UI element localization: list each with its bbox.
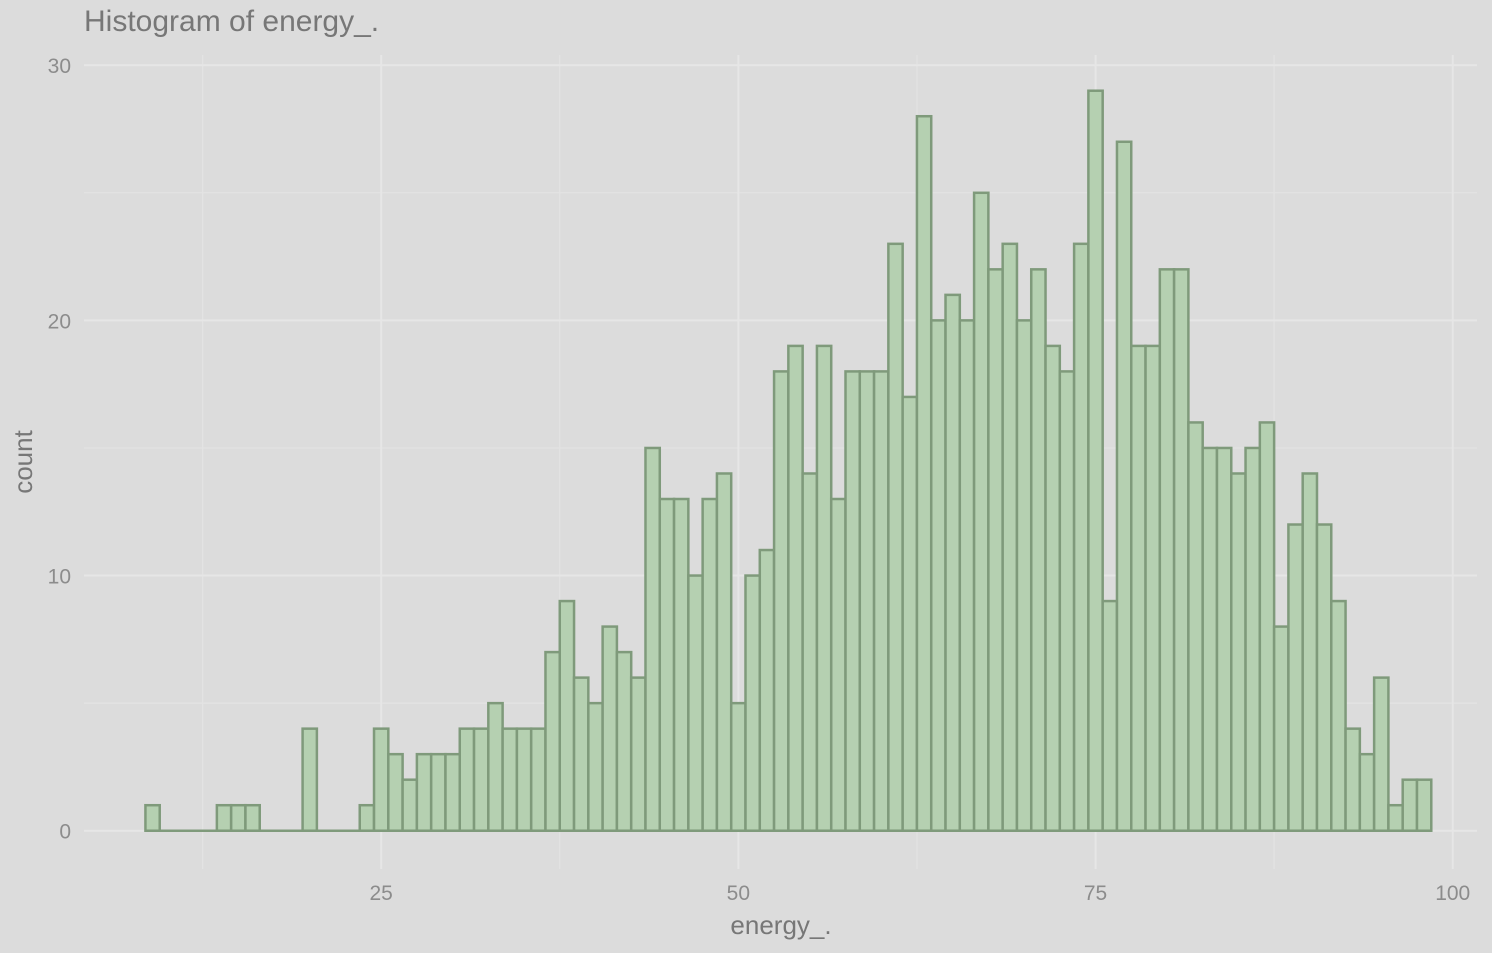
x-tick-label: 100	[1435, 882, 1470, 905]
histogram-bar	[815, 344, 833, 832]
histogram-bar	[644, 446, 662, 832]
histogram-bar	[358, 803, 376, 832]
histogram-bar	[558, 599, 576, 832]
histogram-bar	[887, 242, 904, 832]
histogram-bar	[715, 472, 733, 832]
histogram-bar	[1158, 268, 1176, 832]
histogram-bar	[372, 727, 390, 832]
histogram-bar	[529, 727, 547, 832]
histogram-bar	[629, 676, 647, 832]
histogram-bar	[429, 752, 447, 832]
histogram-bar	[1415, 778, 1433, 832]
histogram-bars	[144, 89, 1433, 832]
histogram-bar	[658, 497, 676, 832]
y-tick-label: 10	[48, 566, 71, 589]
histogram-bar	[915, 114, 933, 832]
x-tick-label: 50	[727, 882, 750, 905]
histogram-bar	[801, 472, 819, 832]
histogram-bar	[772, 370, 790, 832]
histogram-bar	[1187, 421, 1204, 832]
histogram-bar	[1272, 625, 1290, 832]
histogram-bar	[301, 727, 319, 832]
histogram-bar	[901, 395, 919, 832]
x-tick-label: 25	[369, 882, 392, 905]
histogram-bar	[872, 370, 890, 832]
histogram-bar	[1130, 344, 1147, 832]
histogram-bar	[987, 268, 1004, 832]
histogram-bar	[1044, 344, 1062, 832]
histogram-bar	[1358, 752, 1376, 832]
histogram-bar	[1101, 599, 1119, 832]
x-axis-title: energy_.	[730, 910, 831, 940]
histogram-bar	[544, 650, 562, 832]
histogram-bar	[601, 625, 619, 832]
histogram-bar	[144, 803, 161, 832]
histogram-bar	[1287, 523, 1304, 832]
histogram-bar	[1330, 599, 1347, 832]
histogram-bar	[1372, 676, 1390, 832]
histogram-bar	[229, 803, 247, 832]
histogram-bar	[572, 676, 590, 832]
histogram-bar	[1401, 778, 1419, 832]
histogram-bar	[944, 293, 962, 832]
histogram-bar	[1230, 472, 1247, 832]
histogram-bar	[1172, 268, 1190, 832]
histogram-bar	[829, 497, 847, 832]
axis-tick-labels: 25 50 75 100 0 10 20 30	[48, 55, 1471, 905]
histogram-bar	[415, 752, 433, 832]
histogram-bar	[472, 727, 490, 832]
histogram-bar	[1258, 421, 1276, 832]
y-tick-label: 20	[48, 310, 71, 333]
histogram-bar	[787, 344, 804, 832]
histogram-bar	[1301, 472, 1319, 832]
histogram-bar	[1144, 344, 1162, 832]
y-tick-label: 0	[59, 821, 71, 844]
histogram-bar	[929, 319, 947, 832]
histogram-bar	[1115, 140, 1133, 832]
histogram-bar	[729, 701, 747, 832]
chart-title: Histogram of energy_.	[84, 5, 379, 38]
y-tick-label: 30	[48, 55, 71, 78]
histogram-bar	[858, 370, 876, 832]
histogram-bar	[215, 803, 233, 832]
histogram-bar	[387, 752, 404, 832]
histogram-bar	[1001, 242, 1019, 832]
histogram-bar	[958, 319, 976, 832]
histogram-bar	[744, 574, 762, 832]
histogram-bar	[1029, 268, 1047, 832]
histogram-bar	[401, 778, 419, 832]
histogram-bar	[844, 370, 862, 832]
histogram-bar	[244, 803, 261, 832]
histogram-bar	[458, 727, 476, 832]
histogram-bar	[758, 548, 776, 832]
y-axis-title: count	[8, 429, 38, 493]
histogram-bar	[1244, 446, 1262, 832]
histogram-bar	[1215, 446, 1233, 832]
histogram-bar	[687, 574, 704, 832]
histogram-bar	[1072, 242, 1090, 832]
histogram-bar	[1015, 319, 1033, 832]
histogram-bar	[1344, 727, 1362, 832]
histogram-bar	[972, 191, 990, 832]
histogram-bar	[1387, 803, 1404, 832]
histogram-bar	[487, 701, 504, 832]
histogram-bar	[501, 727, 519, 832]
histogram-bar	[1315, 523, 1333, 832]
histogram-bar	[615, 650, 633, 832]
histogram-bar	[444, 752, 462, 832]
histogram-bar	[672, 497, 690, 832]
histogram-bar	[515, 727, 533, 832]
histogram-bar	[1201, 446, 1219, 832]
histogram-bar	[701, 497, 719, 832]
histogram-bar	[1087, 89, 1104, 832]
histogram-bar	[587, 701, 604, 832]
histogram-bar	[1058, 370, 1076, 832]
x-tick-label: 75	[1084, 882, 1107, 905]
